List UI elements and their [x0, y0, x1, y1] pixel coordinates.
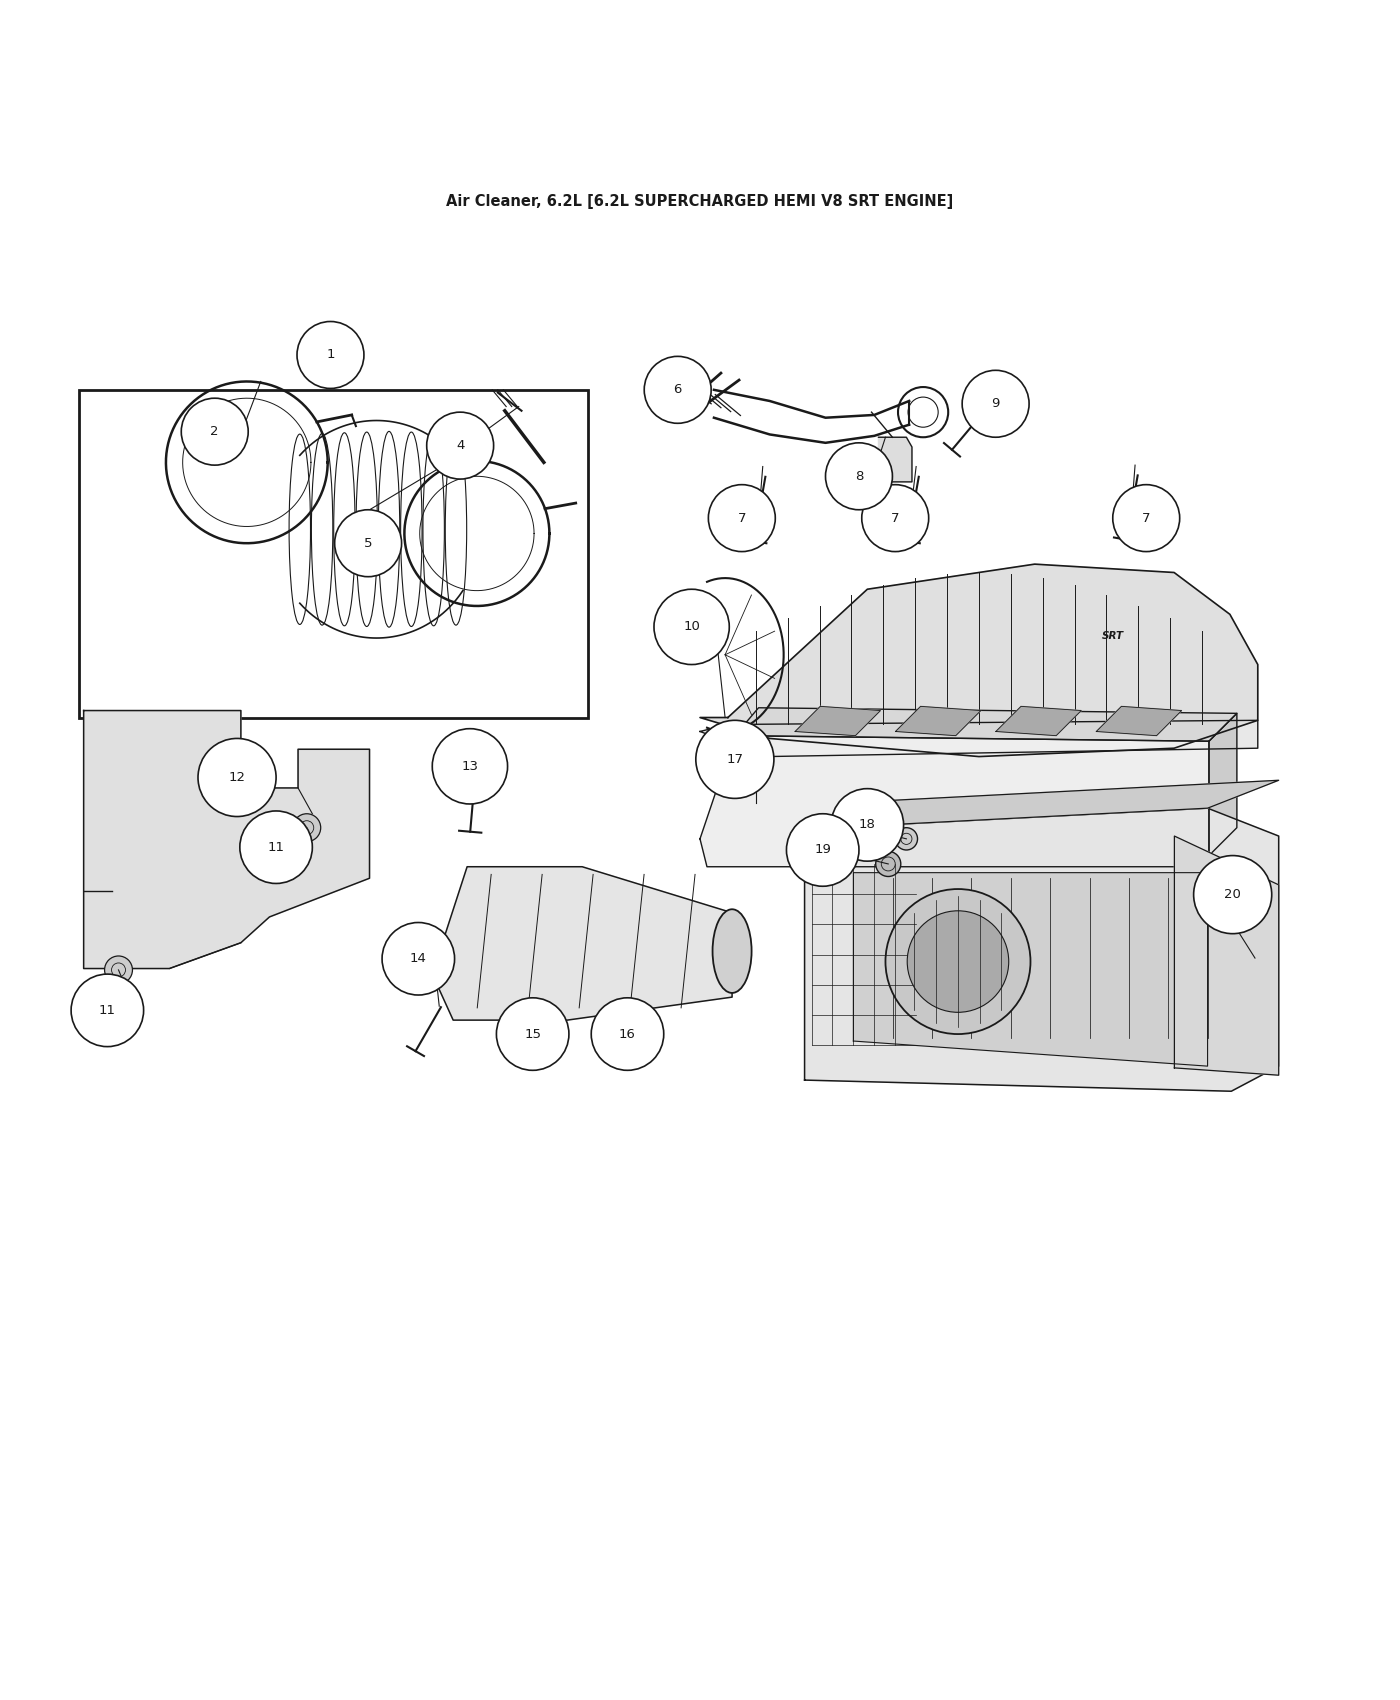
Polygon shape — [854, 872, 1208, 1066]
Polygon shape — [1210, 714, 1236, 855]
Bar — [80, 389, 588, 717]
Circle shape — [197, 738, 276, 816]
Polygon shape — [700, 736, 1210, 867]
Polygon shape — [84, 711, 370, 969]
Text: 1: 1 — [326, 348, 335, 362]
Circle shape — [895, 828, 917, 850]
Polygon shape — [795, 707, 881, 736]
Circle shape — [239, 811, 312, 884]
Polygon shape — [735, 707, 1236, 741]
Text: 14: 14 — [410, 952, 427, 966]
Text: 2: 2 — [210, 425, 218, 439]
Circle shape — [907, 911, 1009, 1012]
Circle shape — [297, 321, 364, 388]
Circle shape — [708, 484, 776, 551]
Text: 12: 12 — [228, 772, 245, 784]
Circle shape — [826, 442, 892, 510]
Polygon shape — [433, 867, 732, 1020]
Polygon shape — [805, 780, 1278, 830]
Circle shape — [862, 484, 928, 551]
Circle shape — [962, 371, 1029, 437]
Ellipse shape — [713, 910, 752, 993]
Text: 7: 7 — [890, 512, 899, 525]
Circle shape — [427, 411, 494, 479]
Text: 20: 20 — [1224, 887, 1242, 901]
Text: 13: 13 — [462, 760, 479, 774]
Circle shape — [433, 729, 508, 804]
Circle shape — [654, 590, 729, 665]
Text: 8: 8 — [855, 469, 864, 483]
Circle shape — [644, 357, 711, 423]
Text: 9: 9 — [991, 398, 1000, 410]
Text: 4: 4 — [456, 439, 465, 452]
Circle shape — [591, 998, 664, 1071]
Circle shape — [876, 852, 900, 877]
Text: 7: 7 — [738, 512, 746, 525]
Circle shape — [1113, 484, 1180, 551]
Circle shape — [105, 955, 133, 984]
Polygon shape — [1175, 836, 1278, 1074]
Circle shape — [497, 998, 568, 1071]
Text: Air Cleaner, 6.2L [6.2L SUPERCHARGED HEMI V8 SRT ENGINE]: Air Cleaner, 6.2L [6.2L SUPERCHARGED HEM… — [447, 194, 953, 209]
Text: 11: 11 — [99, 1005, 116, 1017]
Polygon shape — [896, 707, 981, 736]
Text: 5: 5 — [364, 537, 372, 549]
Text: 15: 15 — [524, 1027, 542, 1040]
Text: 10: 10 — [683, 620, 700, 634]
Polygon shape — [878, 437, 911, 481]
Circle shape — [293, 814, 321, 842]
Circle shape — [335, 510, 402, 576]
Text: 7: 7 — [1142, 512, 1151, 525]
Text: SRT: SRT — [1102, 631, 1124, 641]
Polygon shape — [1096, 707, 1182, 736]
Circle shape — [71, 974, 144, 1047]
Polygon shape — [805, 808, 1278, 1091]
Text: 19: 19 — [815, 843, 832, 857]
Circle shape — [885, 889, 1030, 1034]
Circle shape — [1194, 855, 1271, 933]
Polygon shape — [700, 564, 1257, 756]
Text: 16: 16 — [619, 1027, 636, 1040]
Circle shape — [832, 789, 903, 862]
Circle shape — [696, 721, 774, 799]
Text: 18: 18 — [858, 818, 876, 831]
Circle shape — [382, 923, 455, 994]
Polygon shape — [700, 721, 1257, 756]
Circle shape — [787, 814, 860, 886]
Polygon shape — [995, 707, 1081, 736]
Text: 6: 6 — [673, 382, 682, 396]
Circle shape — [181, 398, 248, 466]
Text: 11: 11 — [267, 842, 284, 853]
Text: 17: 17 — [727, 753, 743, 767]
